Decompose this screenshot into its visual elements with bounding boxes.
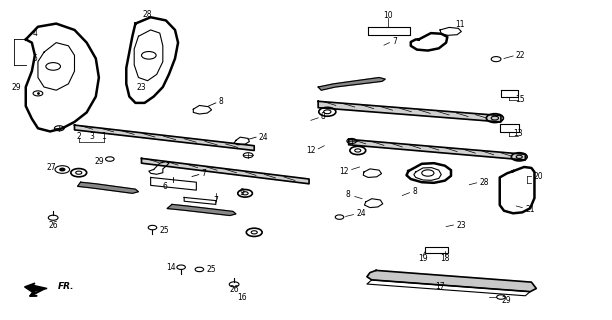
Polygon shape: [318, 101, 501, 122]
Text: 18: 18: [440, 254, 450, 263]
Polygon shape: [349, 140, 525, 160]
Text: 10: 10: [384, 11, 393, 20]
Polygon shape: [75, 125, 254, 150]
Text: FR.: FR.: [58, 282, 75, 291]
Text: 22: 22: [516, 52, 525, 60]
Text: 8: 8: [321, 112, 326, 121]
Text: 25: 25: [160, 226, 170, 235]
Text: 5: 5: [32, 54, 37, 63]
Text: 12: 12: [306, 146, 316, 155]
Text: 16: 16: [237, 292, 247, 301]
Text: 13: 13: [513, 130, 523, 139]
Polygon shape: [78, 182, 138, 193]
Text: 19: 19: [418, 254, 428, 263]
Text: 1: 1: [102, 132, 106, 141]
Text: 15: 15: [516, 95, 525, 104]
Text: 23: 23: [457, 220, 466, 229]
Polygon shape: [367, 270, 536, 292]
Text: 7: 7: [201, 169, 206, 178]
Polygon shape: [141, 158, 309, 184]
Text: 11: 11: [455, 20, 465, 29]
Text: 3: 3: [89, 132, 94, 141]
Text: 2: 2: [77, 132, 82, 141]
Text: 26: 26: [48, 220, 58, 229]
Polygon shape: [318, 77, 385, 90]
Text: 26: 26: [230, 285, 239, 294]
Text: 12: 12: [339, 167, 348, 176]
Polygon shape: [24, 283, 47, 294]
Text: 29: 29: [501, 296, 510, 305]
Text: 8: 8: [412, 187, 417, 196]
Text: 29: 29: [94, 157, 103, 166]
Text: 14: 14: [166, 263, 176, 272]
Text: 25: 25: [207, 265, 217, 274]
Text: 28: 28: [143, 10, 152, 19]
Text: 9: 9: [239, 188, 244, 197]
Text: 29: 29: [12, 83, 21, 92]
Polygon shape: [167, 204, 236, 215]
Text: 7: 7: [392, 36, 397, 45]
Text: 23: 23: [136, 83, 146, 92]
Text: 20: 20: [534, 172, 543, 181]
Text: 24: 24: [258, 133, 268, 142]
Text: 21: 21: [526, 205, 535, 214]
Bar: [425, 247, 448, 252]
Text: 17: 17: [435, 282, 445, 291]
Circle shape: [60, 168, 65, 171]
Text: 6: 6: [162, 182, 167, 191]
Text: 8: 8: [345, 190, 350, 199]
Text: 7: 7: [214, 196, 218, 205]
Text: 27: 27: [47, 164, 56, 172]
Text: 24: 24: [356, 209, 365, 218]
Text: 4: 4: [32, 28, 37, 38]
Text: 28: 28: [479, 178, 488, 187]
Text: 8: 8: [218, 97, 223, 106]
